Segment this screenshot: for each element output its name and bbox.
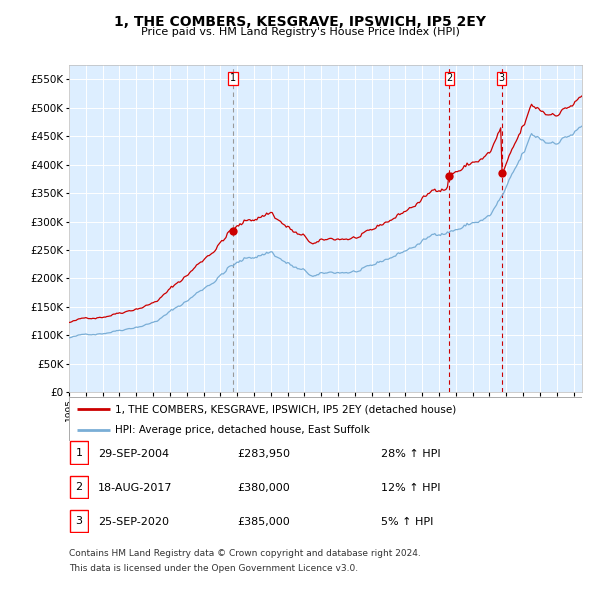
Text: 3: 3 bbox=[76, 516, 82, 526]
Text: 18-AUG-2017: 18-AUG-2017 bbox=[98, 483, 172, 493]
Text: HPI: Average price, detached house, East Suffolk: HPI: Average price, detached house, East… bbox=[115, 425, 370, 435]
Text: 12% ↑ HPI: 12% ↑ HPI bbox=[381, 483, 440, 493]
FancyBboxPatch shape bbox=[70, 476, 88, 498]
Text: 28% ↑ HPI: 28% ↑ HPI bbox=[381, 449, 440, 459]
Text: 25-SEP-2020: 25-SEP-2020 bbox=[98, 517, 169, 527]
Text: 1: 1 bbox=[230, 73, 236, 83]
Text: 1, THE COMBERS, KESGRAVE, IPSWICH, IP5 2EY: 1, THE COMBERS, KESGRAVE, IPSWICH, IP5 2… bbox=[114, 15, 486, 29]
Text: 29-SEP-2004: 29-SEP-2004 bbox=[98, 449, 169, 459]
Text: 1, THE COMBERS, KESGRAVE, IPSWICH, IP5 2EY (detached house): 1, THE COMBERS, KESGRAVE, IPSWICH, IP5 2… bbox=[115, 405, 457, 414]
Text: This data is licensed under the Open Government Licence v3.0.: This data is licensed under the Open Gov… bbox=[69, 565, 358, 573]
Text: Price paid vs. HM Land Registry's House Price Index (HPI): Price paid vs. HM Land Registry's House … bbox=[140, 27, 460, 37]
FancyBboxPatch shape bbox=[70, 510, 88, 532]
Text: £283,950: £283,950 bbox=[237, 449, 290, 459]
Text: 1: 1 bbox=[76, 448, 82, 457]
FancyBboxPatch shape bbox=[70, 441, 88, 464]
Text: 2: 2 bbox=[76, 482, 82, 491]
FancyBboxPatch shape bbox=[69, 397, 582, 441]
Text: 3: 3 bbox=[499, 73, 505, 83]
Text: 2: 2 bbox=[446, 73, 452, 83]
Text: £380,000: £380,000 bbox=[237, 483, 290, 493]
Text: £385,000: £385,000 bbox=[237, 517, 290, 527]
Text: Contains HM Land Registry data © Crown copyright and database right 2024.: Contains HM Land Registry data © Crown c… bbox=[69, 549, 421, 558]
Text: 5% ↑ HPI: 5% ↑ HPI bbox=[381, 517, 433, 527]
